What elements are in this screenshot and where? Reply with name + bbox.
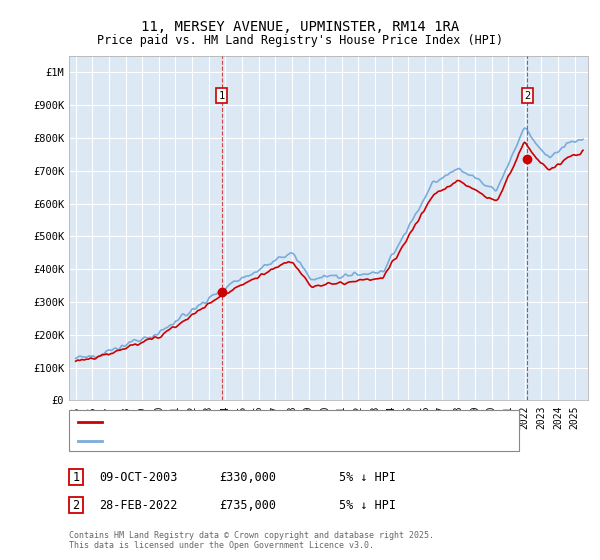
Text: 2: 2: [73, 498, 80, 512]
Text: £330,000: £330,000: [219, 470, 276, 484]
Text: £735,000: £735,000: [219, 498, 276, 512]
Text: 11, MERSEY AVENUE, UPMINSTER, RM14 1RA (detached house): 11, MERSEY AVENUE, UPMINSTER, RM14 1RA (…: [108, 417, 438, 427]
Text: Price paid vs. HM Land Registry's House Price Index (HPI): Price paid vs. HM Land Registry's House …: [97, 34, 503, 46]
Text: HPI: Average price, detached house, Havering: HPI: Average price, detached house, Have…: [108, 436, 372, 446]
Text: 5% ↓ HPI: 5% ↓ HPI: [339, 498, 396, 512]
Text: 28-FEB-2022: 28-FEB-2022: [99, 498, 178, 512]
Text: 11, MERSEY AVENUE, UPMINSTER, RM14 1RA: 11, MERSEY AVENUE, UPMINSTER, RM14 1RA: [141, 20, 459, 34]
Text: 5% ↓ HPI: 5% ↓ HPI: [339, 470, 396, 484]
Text: 1: 1: [218, 91, 224, 101]
Text: 1: 1: [73, 470, 80, 484]
Text: 2: 2: [524, 91, 530, 101]
Text: Contains HM Land Registry data © Crown copyright and database right 2025.
This d: Contains HM Land Registry data © Crown c…: [69, 530, 434, 550]
Text: 09-OCT-2003: 09-OCT-2003: [99, 470, 178, 484]
